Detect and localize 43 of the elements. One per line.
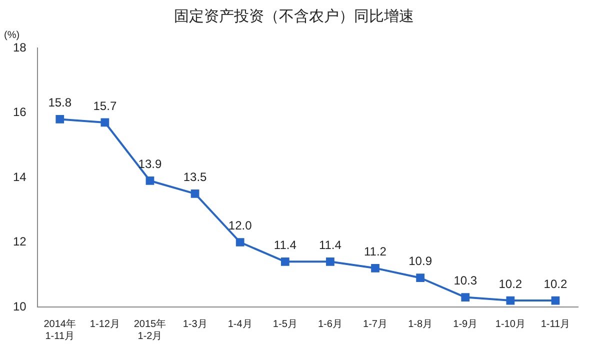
point [461,293,470,302]
y-tick-label: 14 [12,170,27,184]
data-label: 13.5 [183,170,208,184]
point [371,264,380,272]
data-label: 15.7 [93,98,117,113]
x-tick-label: 1-9月 [453,318,478,330]
x-tick-label: 1-10月 [495,318,526,330]
data-label: 12.0 [228,218,252,233]
x-tick-label: 1-11月 [540,318,570,330]
point [416,274,424,282]
y-tick-label: 12 [12,234,27,249]
point [326,257,334,266]
point [146,176,154,185]
data-label: 11.4 [274,238,297,252]
x-tick-label: 1-5月 [272,318,298,330]
point [280,257,290,266]
x-tick-label: 2014年 1-11月 [44,318,76,342]
point [56,115,64,124]
point [236,238,244,246]
data-label: 11.2 [364,244,387,258]
x-tick-label: 1-8月 [408,318,433,330]
y-axis-title: (%) [4,30,20,41]
data-label: 11.4 [318,238,342,252]
x-tick-label: 1-4月 [228,318,252,330]
data-label: 10.2 [544,276,568,291]
data-label: 13.9 [138,157,162,172]
y-tick-label: 10 [12,299,27,314]
chart-title: 固定资产投资（不含农户）同比增速 [174,8,414,26]
point [100,118,110,127]
x-tick-label: 1-12月 [90,318,120,330]
point [551,296,560,305]
data-label: 10.2 [498,276,522,291]
x-tick-label: 1-6月 [318,318,342,330]
data-label: 10.3 [454,274,478,288]
x-tick-label: 1-7月 [363,318,388,330]
x-tick-label: 1-3月 [182,318,208,330]
x-tick-label: 2015年 1-2月 [134,318,166,342]
data-label: 15.8 [48,96,72,110]
point [506,296,515,305]
data-label: 10.9 [408,254,432,268]
point [190,190,200,198]
y-tick-label: 18 [12,40,27,54]
y-tick-label: 16 [12,105,27,120]
